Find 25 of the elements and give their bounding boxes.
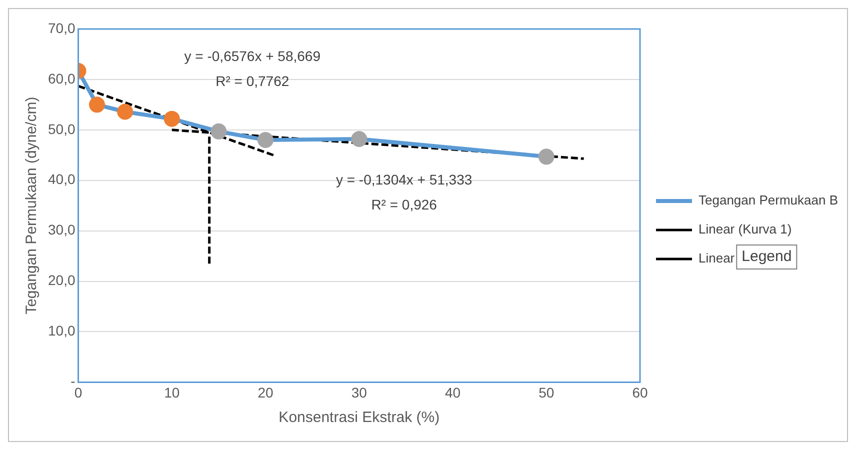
- y-tick-label: 60,0: [48, 70, 76, 86]
- x-tick-label: 50: [538, 384, 554, 400]
- y-tick-label: 40,0: [48, 171, 76, 188]
- text: Legend: [742, 248, 792, 266]
- legend-label: Tegangan Permukaan B: [698, 192, 838, 208]
- x-tick-label: 20: [258, 384, 274, 400]
- y-tick-label: 70,0: [48, 20, 76, 36]
- annotation: R² = 0,926: [371, 196, 438, 212]
- y-tick-label: 20,0: [48, 272, 76, 288]
- y-tick-label: 10,0: [48, 322, 76, 339]
- annotation: y = -0,6576x + 58,669: [184, 48, 321, 64]
- annotation: R² = 0,7762: [216, 72, 290, 89]
- legend-label: Linear (Kurva 1): [698, 222, 792, 237]
- x-axis-title: Konsentrasi Ekstrak (%): [278, 409, 440, 426]
- x-tick-label: 0: [74, 384, 82, 400]
- x-tick-label: 60: [632, 384, 648, 400]
- x-tick-label: 30: [351, 384, 368, 400]
- x-tick-label: 10: [164, 384, 180, 400]
- y-tick-label: -: [70, 373, 76, 390]
- y-axis-title: Tegangan Permukaan (dyne/cm): [23, 96, 40, 314]
- y-tick-label: 30,0: [48, 222, 76, 238]
- x-tick-label: 40: [444, 384, 461, 400]
- legend-label: Linear: [698, 250, 736, 266]
- annotation: y = -0,1304x + 51,333: [336, 172, 472, 188]
- y-tick-label: 50,0: [48, 120, 76, 137]
